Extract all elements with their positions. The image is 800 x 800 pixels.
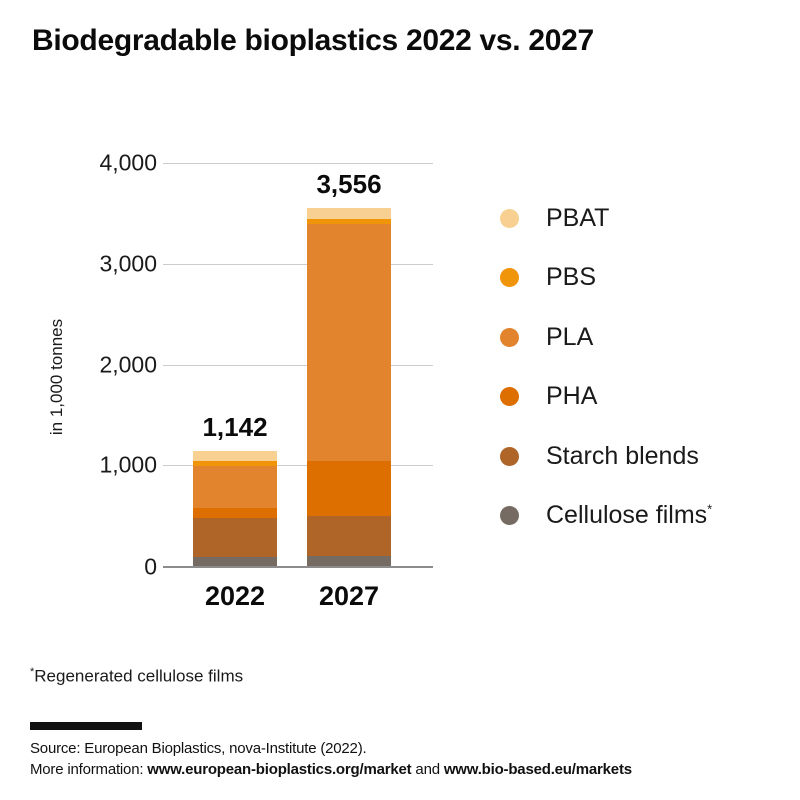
biobased-url-text: www.bio-based.eu/markets: [443, 761, 632, 778]
bar-2027-segment-starch-blends: [307, 515, 391, 556]
legend-item-pbs: PBS: [500, 263, 712, 293]
y-tick-4000: 4,000: [99, 149, 157, 176]
bar-2022-segment-cellulose-films: [193, 556, 277, 566]
legend-item-pha: PHA: [500, 382, 712, 412]
bar-2027-segment-pha: [307, 460, 391, 516]
plot-area: 1,142 2022 3,556 2027: [163, 163, 433, 611]
more-info-middle: and: [411, 761, 444, 778]
bar-2022-segment-pha: [193, 508, 277, 519]
x-label-2022: 2022: [204, 581, 266, 611]
chart-title: Biodegradable bioplastics 2022 vs. 2027: [32, 24, 594, 57]
bar-2022-segment-starch-blends: [193, 518, 277, 557]
legend-label-pha: PHA: [546, 382, 598, 411]
y-tick-3000: 3,000: [99, 250, 157, 277]
legend-label-starch-blends: Starch blends: [546, 441, 699, 470]
bar-total-2027: 3,556: [316, 168, 382, 199]
legend-dot-cellulose-films: [500, 506, 519, 526]
legend-label-pbat: PBAT: [546, 203, 610, 232]
legend-label-pla: PLA: [546, 322, 594, 351]
bar-2027: [307, 207, 391, 566]
footnote: *Regenerated cellulose films: [30, 666, 243, 687]
bar-2022-segment-pbat: [193, 451, 277, 462]
footnote-marker: *: [30, 666, 35, 678]
bar-2027-segment-pbat: [307, 207, 391, 219]
y-axis-tick-labels: 4,000 3,000 2,000 1,000 0: [60, 150, 157, 580]
bar-2027-segment-pla: [307, 223, 391, 461]
gridline-2000: [163, 364, 433, 366]
divider-bar: [30, 722, 142, 730]
y-tick-2000: 2,000: [99, 351, 157, 377]
legend: PBAT PBS PLA PHA Starch blends Cellulose film…: [500, 203, 712, 531]
legend-dot-pla: [500, 327, 519, 347]
legend-label-pbs: PBS: [546, 263, 597, 292]
legend-dot-starch-blends: [500, 446, 519, 466]
y-tick-1000: 1,000: [99, 451, 157, 478]
bar-2027-segment-pbs: [307, 218, 391, 224]
y-tick-0: 0: [144, 553, 157, 580]
legend-item-pla: PLA: [500, 322, 712, 352]
market-url-text: www.european-bioplastics.org/market: [147, 761, 412, 778]
gridline-3000: [163, 263, 433, 265]
legend-item-starch-blends: Starch blends: [500, 441, 712, 471]
bar-2022-segment-pbs: [193, 461, 277, 467]
legend-footnote-marker: *: [707, 502, 713, 518]
more-info-line: More information: www.european-bioplasti…: [30, 761, 632, 778]
gridline-1000: [163, 465, 433, 467]
legend-label-cellulose-films: Cellulose films*: [546, 501, 713, 530]
legend-item-cellulose-films: Cellulose films*: [500, 501, 712, 531]
legend-dot-pha: [500, 387, 519, 407]
bar-2022-segment-pla: [193, 466, 277, 509]
source-line: Source: European Bioplastics, nova-Insti…: [30, 740, 367, 757]
footnote-text: Regenerated cellulose films: [34, 666, 244, 686]
bar-2022: [193, 451, 277, 566]
more-info-prefix: More information:: [30, 761, 148, 778]
gridline-4000: [163, 163, 433, 164]
legend-dot-pbat: [500, 208, 519, 228]
x-label-2027: 2027: [318, 581, 380, 611]
bar-total-2022: 1,142: [202, 411, 268, 442]
legend-item-pbat: PBAT: [500, 203, 712, 233]
bar-2027-segment-cellulose-films: [307, 555, 391, 566]
x-axis-baseline: [163, 566, 433, 568]
legend-dot-pbs: [500, 268, 519, 288]
